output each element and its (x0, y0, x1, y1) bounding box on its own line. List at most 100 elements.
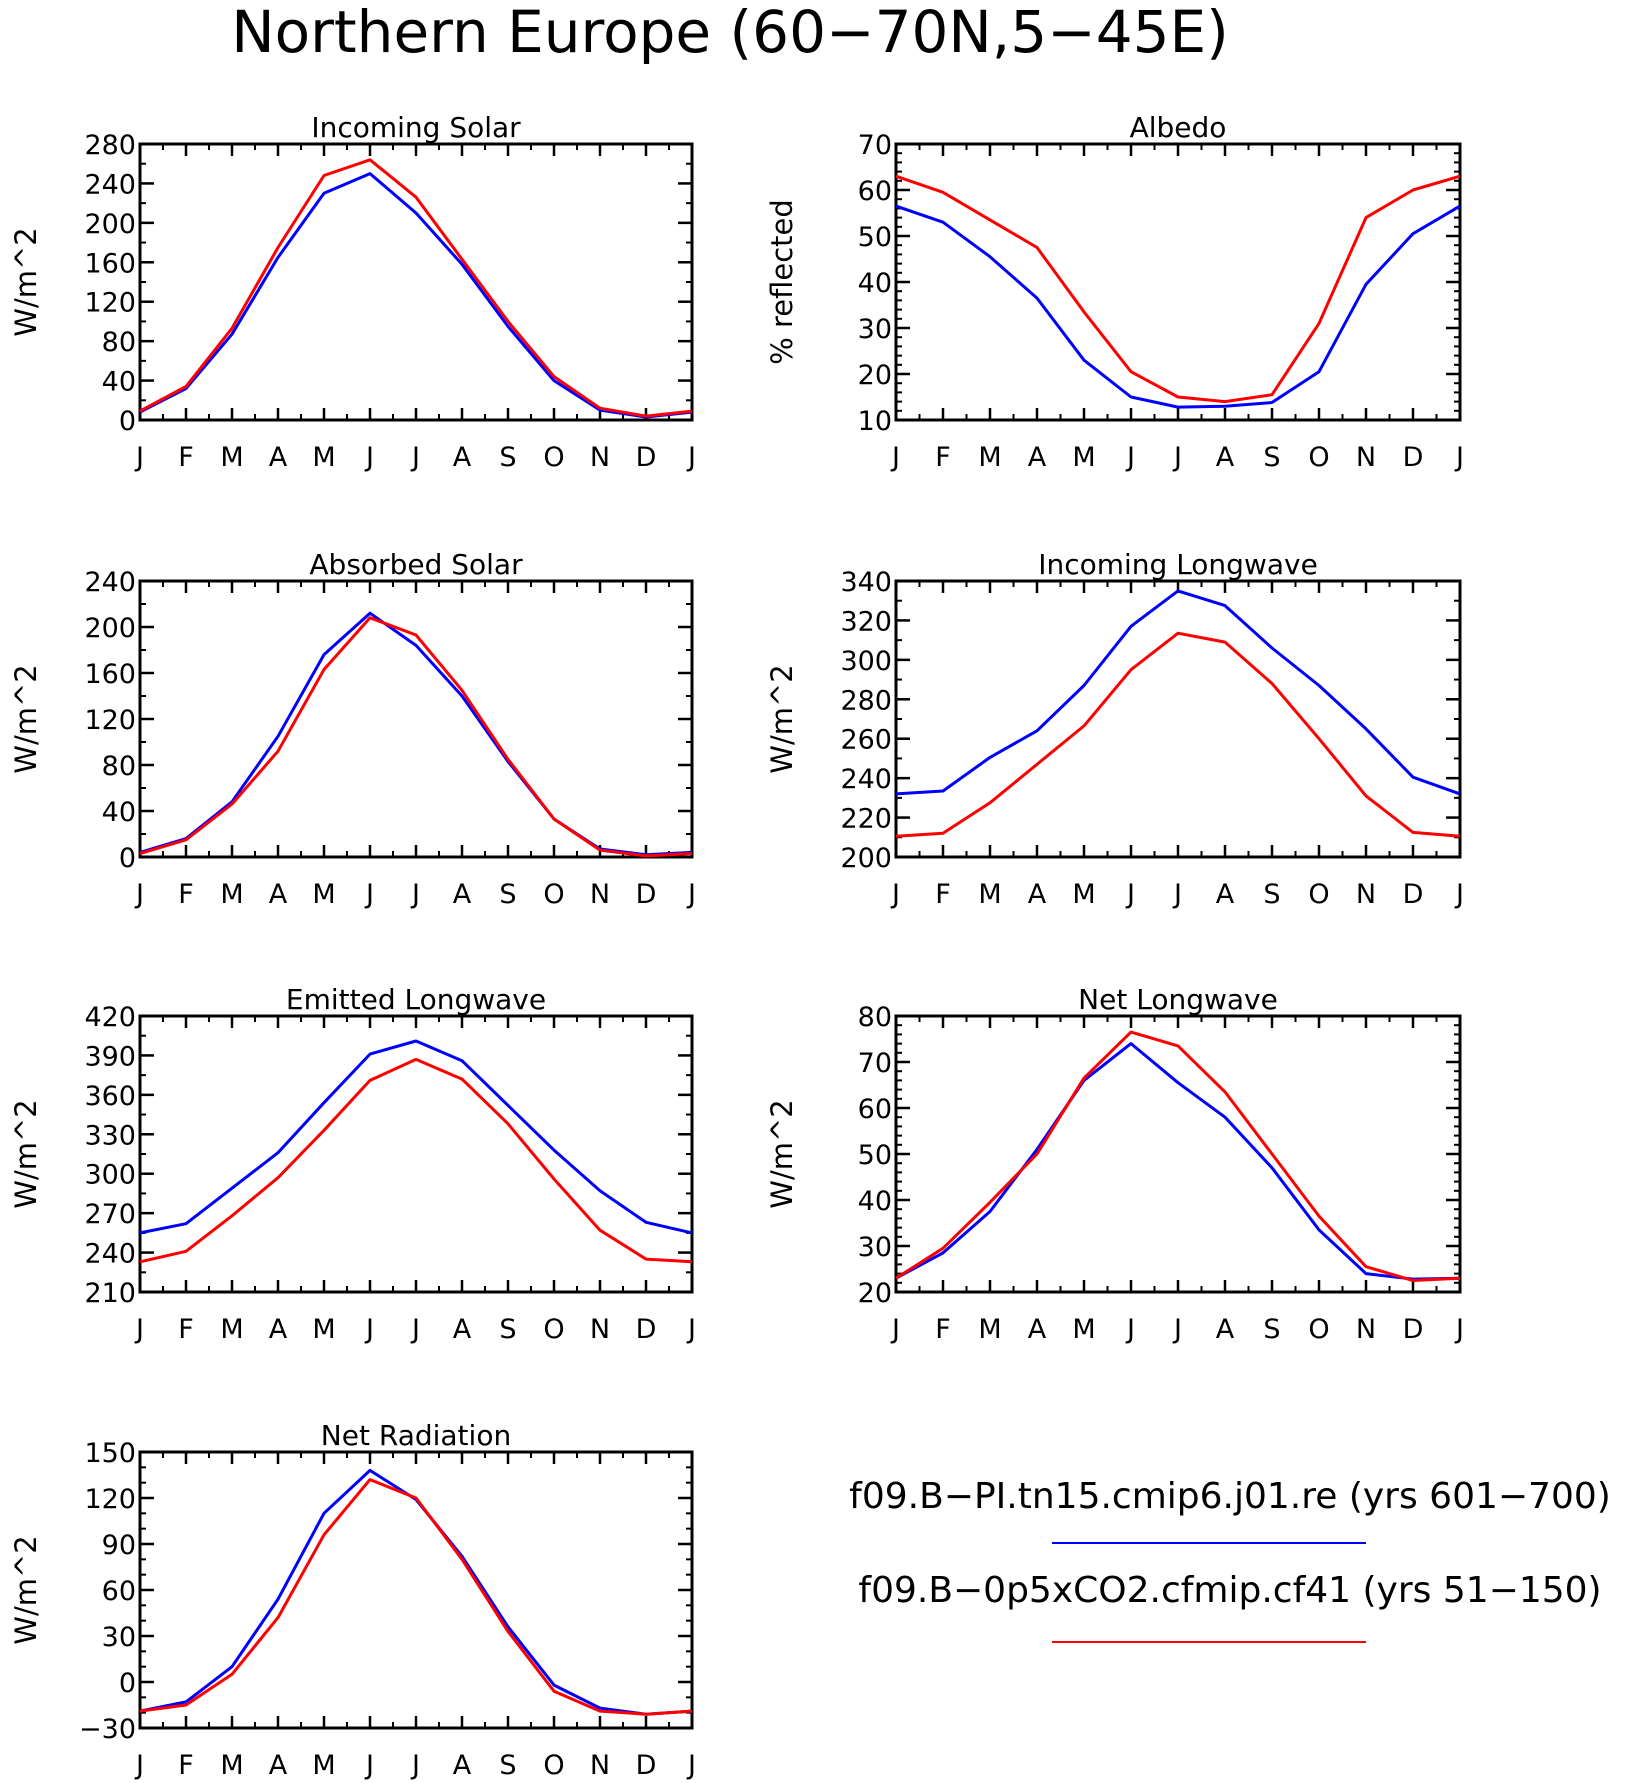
y-tick-label: 240 (84, 567, 136, 598)
panel-title: Incoming Longwave (1038, 548, 1318, 581)
y-axis-label: W/m^2 (9, 227, 43, 336)
panel-emitted-longwave: J F M A M J J A S O N D J210240270300330360390420Emi… (9, 983, 696, 1345)
x-tick-label: S (1263, 442, 1280, 473)
x-tick-label: A (1028, 1314, 1047, 1345)
series-line-blue (139, 1039, 693, 1235)
y-tick-label: 80 (102, 751, 136, 782)
x-tick-label: M (220, 442, 243, 473)
x-tick-label: J (364, 442, 374, 473)
y-tick-label: 80 (102, 327, 136, 358)
x-tick-label: J (686, 1314, 696, 1345)
panel-incoming-longwave: J F M A M J J A S O N D J200220240260280300320340Inc… (765, 548, 1464, 910)
x-tick-label: J (1454, 879, 1464, 910)
x-tick-label: S (499, 442, 516, 473)
y-tick-label: 0 (119, 1668, 136, 1699)
x-tick-label: O (543, 442, 564, 473)
x-tick-label: F (178, 1314, 194, 1345)
x-tick-label: J (890, 1314, 900, 1345)
x-tick-label: M (312, 442, 335, 473)
series-line-blue (895, 1042, 1461, 1281)
series-line-blue (139, 611, 693, 857)
x-tick-label: O (543, 1314, 564, 1345)
x-tick-label: M (1072, 1314, 1095, 1345)
y-tick-label: 280 (84, 130, 136, 161)
x-tick-label: F (935, 442, 951, 473)
y-axis-label: W/m^2 (765, 664, 799, 773)
y-tick-label: 40 (102, 797, 136, 828)
y-tick-label: 60 (858, 1094, 892, 1125)
y-tick-label: 240 (84, 1239, 136, 1270)
y-tick-label: 320 (840, 606, 892, 637)
x-tick-label: J (1172, 879, 1182, 910)
x-tick-label: A (1216, 1314, 1235, 1345)
x-tick-label: A (1028, 442, 1047, 473)
plot-frame (138, 1014, 694, 1294)
x-tick-label: J (134, 442, 144, 473)
x-tick-label: A (453, 442, 472, 473)
x-tick-label: M (312, 1750, 335, 1781)
y-tick-label: 40 (102, 367, 136, 398)
x-tick-label: A (1028, 879, 1047, 910)
series-line-red (139, 1057, 693, 1264)
panel-title: Incoming Solar (311, 111, 521, 144)
panel-title: Emitted Longwave (286, 983, 546, 1016)
y-tick-label: 360 (84, 1081, 136, 1112)
series-line-red (895, 174, 1461, 404)
y-tick-label: 70 (858, 130, 892, 161)
legend: f09.B−PI.tn15.cmip6.j01.re (yrs 601−700)… (849, 1476, 1611, 1643)
x-tick-label: F (178, 879, 194, 910)
x-tick-label: J (686, 442, 696, 473)
x-tick-label: S (499, 1750, 516, 1781)
y-tick-label: 200 (840, 843, 892, 874)
y-tick-label: 20 (858, 1278, 892, 1309)
y-tick-label: 160 (84, 248, 136, 279)
x-tick-label: O (1308, 879, 1329, 910)
y-tick-label: 60 (858, 176, 892, 207)
series-line-blue (895, 204, 1461, 409)
plot-frame (894, 142, 1462, 422)
plot-frame (138, 142, 694, 422)
y-tick-label: 150 (84, 1438, 136, 1469)
panel-title: Absorbed Solar (309, 548, 523, 581)
y-tick-label: 30 (102, 1622, 136, 1653)
y-tick-label: 270 (84, 1199, 136, 1230)
y-tick-label: 340 (840, 567, 892, 598)
series-line-red (139, 158, 693, 418)
x-tick-label: M (312, 1314, 335, 1345)
x-tick-label: M (978, 879, 1001, 910)
legend-label-experiment: f09.B−0p5xCO2.cfmip.cf41 (yrs 51−150) (858, 1570, 1601, 1611)
x-tick-label: F (178, 442, 194, 473)
x-tick-label: S (1263, 1314, 1280, 1345)
y-tick-label: 20 (858, 360, 892, 391)
y-tick-label: 240 (840, 764, 892, 795)
x-tick-label: S (499, 1314, 516, 1345)
x-tick-label: O (543, 1750, 564, 1781)
x-tick-label: D (636, 442, 657, 473)
x-tick-label: M (220, 879, 243, 910)
figure-title: Northern Europe (60−70N,5−45E) (231, 0, 1229, 66)
x-tick-label: J (410, 442, 420, 473)
panel-title: Albedo (1130, 111, 1227, 144)
x-tick-label: J (364, 879, 374, 910)
y-tick-label: 50 (858, 1140, 892, 1171)
y-tick-label: 40 (858, 1186, 892, 1217)
y-tick-label: 210 (84, 1278, 136, 1309)
y-tick-label: 30 (858, 314, 892, 345)
chart-panels: J F M A M J J A S O N D J04080120160200240280Incomin… (9, 111, 1464, 1781)
x-tick-label: J (410, 1314, 420, 1345)
y-tick-label: 160 (84, 659, 136, 690)
x-tick-label: J (1454, 442, 1464, 473)
x-tick-label: F (935, 1314, 951, 1345)
y-tick-label: 390 (84, 1041, 136, 1072)
x-tick-label: D (1403, 1314, 1424, 1345)
x-tick-label: A (1216, 879, 1235, 910)
y-tick-label: 330 (84, 1120, 136, 1151)
y-tick-label: 70 (858, 1048, 892, 1079)
y-tick-label: 120 (84, 1484, 136, 1515)
series-line-red (895, 1030, 1461, 1282)
x-tick-label: J (1454, 1314, 1464, 1345)
y-tick-label: 220 (840, 804, 892, 835)
